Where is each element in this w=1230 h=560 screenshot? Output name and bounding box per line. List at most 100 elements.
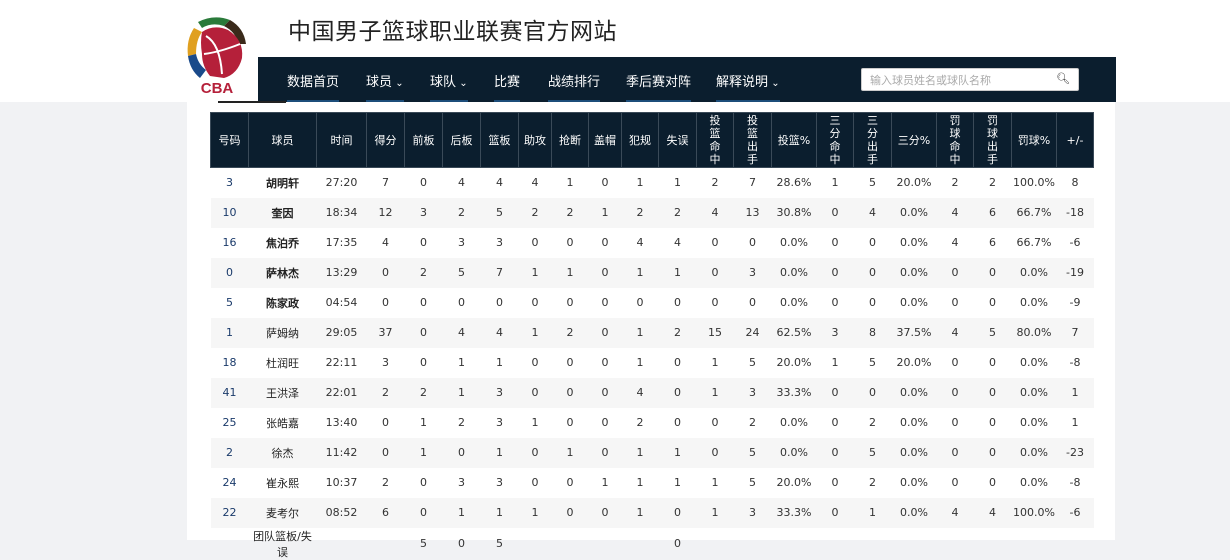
stat-cell: 0.0% bbox=[1020, 296, 1048, 309]
column-header[interactable]: 投篮命中 bbox=[696, 112, 734, 168]
nav-item-1[interactable]: 球员 ⌄ bbox=[366, 71, 404, 102]
stat-cell: 0 bbox=[601, 416, 609, 429]
chevron-down-icon: ⌄ bbox=[768, 78, 780, 89]
column-header[interactable]: 投篮出手 bbox=[733, 112, 772, 168]
column-header[interactable]: 后板 bbox=[442, 112, 481, 168]
search-icon[interactable]: 🔍︎ bbox=[1056, 72, 1070, 85]
column-header[interactable]: 抢断 bbox=[551, 112, 589, 168]
column-header[interactable]: 得分 bbox=[366, 112, 405, 168]
stat-cell: 100.0% bbox=[1011, 497, 1057, 528]
stat-cell: 0 bbox=[869, 296, 876, 309]
column-header[interactable]: 前板 bbox=[404, 112, 443, 168]
nav-item-4[interactable]: 战绩排行 bbox=[548, 71, 601, 102]
stat-cell: 100.0% bbox=[1013, 176, 1055, 190]
stat-cell: 3 bbox=[480, 377, 519, 408]
stat-cell: 0 bbox=[420, 356, 427, 369]
column-header[interactable]: 投篮% bbox=[771, 112, 817, 168]
player-name-link[interactable]: 萨林杰 bbox=[248, 257, 317, 288]
stat-cell: 1 bbox=[518, 317, 552, 348]
player-name-link[interactable]: 陈家政 bbox=[266, 296, 299, 310]
nav-item-0[interactable]: 数据首页 bbox=[287, 71, 340, 102]
column-header[interactable]: 球员 bbox=[248, 112, 317, 168]
stat-cell: 0 bbox=[936, 377, 974, 408]
search-box: 🔍︎ bbox=[861, 68, 1079, 91]
stat-cell: 80.0% bbox=[1011, 317, 1057, 348]
stat-cell: 0.0% bbox=[1020, 476, 1048, 489]
stat-cell: 0 bbox=[816, 437, 854, 468]
stat-cell: 17:35 bbox=[325, 236, 358, 249]
stat-cell: 0 bbox=[601, 176, 609, 190]
stat-cell: 1 bbox=[404, 437, 443, 468]
stat-cell: 0 bbox=[636, 296, 644, 309]
stat-cell: 0.0% bbox=[900, 236, 928, 249]
nav-item-3[interactable]: 比赛 bbox=[494, 71, 521, 102]
player-name-link[interactable]: 王洪泽 bbox=[248, 377, 317, 408]
column-header[interactable]: +/- bbox=[1056, 112, 1094, 168]
stat-cell: 1 bbox=[480, 497, 519, 528]
stat-cell: 1 bbox=[696, 497, 734, 528]
chevron-down-icon: ⌄ bbox=[392, 78, 404, 89]
column-header[interactable]: 时间 bbox=[316, 112, 367, 168]
player-name-link[interactable]: 奎因 bbox=[248, 197, 317, 228]
stat-cell: 0 bbox=[936, 437, 974, 468]
table-row: 5 陈家政 04:54 0 0 0 0 0 0 0 0 0 0 0 0.0% 0 0 0.0% 0 0 0.0% -9 bbox=[211, 288, 1094, 318]
stat-cell: 3 bbox=[496, 416, 503, 429]
player-name-link[interactable]: 杜润旺 bbox=[266, 356, 299, 370]
stat-cell: 4 bbox=[480, 317, 519, 348]
stat-cell: 0 bbox=[420, 296, 427, 309]
stat-cell: 1 bbox=[696, 377, 734, 408]
stat-cell bbox=[519, 528, 552, 560]
stat-cell: 04:54 bbox=[325, 296, 358, 309]
search-input[interactable] bbox=[862, 70, 1047, 91]
table-row: 0 萨林杰 13:29 0 2 5 7 1 1 0 1 1 0 3 0.0% 0 0 0.0% 0 0 0.0% -19 bbox=[210, 257, 1094, 288]
stat-cell: 0 bbox=[853, 377, 892, 408]
stat-cell: 1 bbox=[458, 356, 465, 369]
stat-cell: 0 bbox=[951, 356, 959, 369]
stat-cell: 0 bbox=[518, 437, 552, 468]
nav-item-2[interactable]: 球队 ⌄ bbox=[430, 71, 468, 102]
column-header[interactable]: 助攻 bbox=[518, 112, 552, 168]
column-header[interactable]: 失误 bbox=[658, 112, 697, 168]
player-name-link[interactable]: 萨姆纳 bbox=[248, 317, 317, 348]
column-header[interactable]: 盖帽 bbox=[588, 112, 622, 168]
stat-cell: 2 bbox=[366, 377, 405, 408]
stat-cell: 2 bbox=[382, 476, 389, 489]
stat-cell: 0 bbox=[711, 236, 719, 249]
stat-cell: 0 bbox=[658, 377, 697, 408]
stat-cell: 1 bbox=[1071, 416, 1079, 429]
nav-item-5[interactable]: 季后赛对阵 bbox=[626, 71, 692, 102]
player-name-link[interactable]: 团队篮板/失误 bbox=[253, 529, 312, 559]
column-header[interactable]: 篮板 bbox=[480, 112, 519, 168]
player-name-link[interactable]: 胡明轩 bbox=[266, 176, 299, 190]
player-name-link[interactable]: 焦泊乔 bbox=[266, 236, 299, 250]
stat-cell: 24 bbox=[733, 317, 772, 348]
player-name-link[interactable]: 徐杰 bbox=[248, 437, 317, 468]
column-header[interactable]: 三分出手 bbox=[853, 112, 892, 168]
nav-item-6[interactable]: 解释说明 ⌄ bbox=[716, 71, 780, 102]
column-header[interactable]: 三分% bbox=[891, 112, 937, 168]
column-header[interactable]: 号码 bbox=[210, 112, 249, 168]
stat-cell: 0 bbox=[989, 416, 996, 429]
stat-cell bbox=[854, 528, 892, 560]
column-header[interactable]: 犯规 bbox=[621, 112, 659, 168]
stat-cell: 4 bbox=[531, 176, 539, 190]
player-name-link[interactable]: 崔永熙 bbox=[266, 476, 299, 490]
stat-cell: 4 bbox=[636, 236, 644, 249]
stat-cell: 0 bbox=[658, 497, 697, 528]
player-name-link[interactable]: 麦考尔 bbox=[248, 497, 317, 528]
stat-cell: 0 bbox=[518, 377, 552, 408]
player-name-link[interactable]: 张皓嘉 bbox=[266, 416, 299, 430]
stat-cell: 1 bbox=[518, 497, 552, 528]
stat-cell: 0.0% bbox=[1011, 377, 1057, 408]
column-header[interactable]: 三分命中 bbox=[816, 112, 854, 168]
stat-cell: 0 bbox=[566, 416, 574, 429]
stat-cell: 22 bbox=[210, 497, 249, 528]
column-header[interactable]: 罚球命中 bbox=[936, 112, 974, 168]
stat-cell: 0 bbox=[674, 356, 681, 369]
stat-cell: 0 bbox=[366, 257, 405, 288]
column-header[interactable]: 罚球出手 bbox=[973, 112, 1012, 168]
nav-item-underline bbox=[716, 100, 780, 102]
cba-logo[interactable]: CBA bbox=[184, 14, 250, 96]
column-header[interactable]: 罚球% bbox=[1011, 112, 1057, 168]
stat-cell: 0 bbox=[989, 296, 996, 309]
